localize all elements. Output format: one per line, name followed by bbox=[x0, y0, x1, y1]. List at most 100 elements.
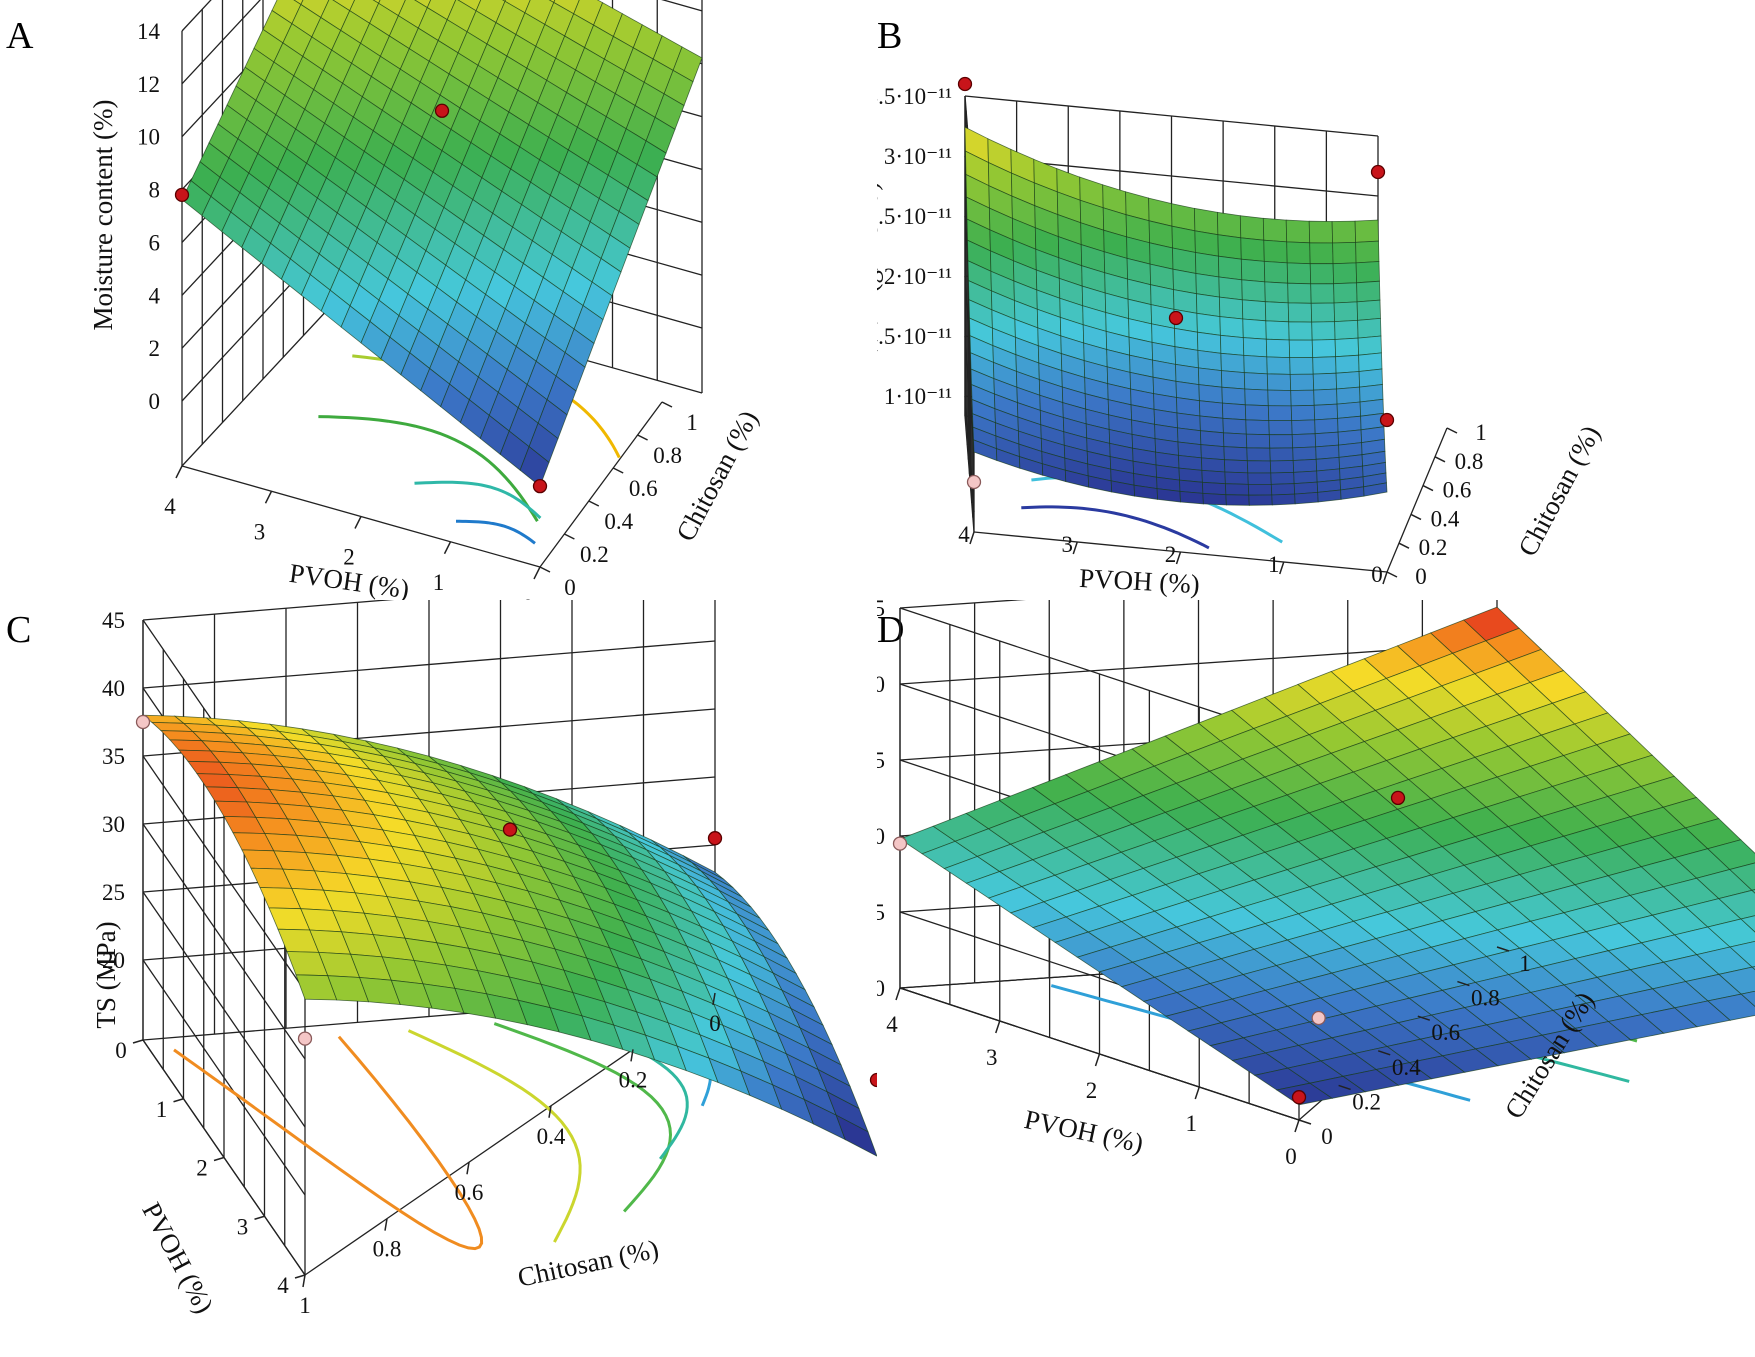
y-tick-mark bbox=[548, 1105, 552, 1118]
surface-cell bbox=[1287, 282, 1312, 304]
surface-cell bbox=[1241, 279, 1266, 303]
surface-cell bbox=[1216, 211, 1242, 239]
x-tick-mark bbox=[175, 465, 183, 479]
surface-cell bbox=[1355, 240, 1380, 264]
surface-cell bbox=[1223, 446, 1248, 462]
y-tick-label: 0.8 bbox=[1471, 986, 1500, 1011]
surface-cell bbox=[1218, 296, 1244, 320]
y-tick-label: 1 bbox=[1475, 420, 1487, 445]
z-tick-label: 30 bbox=[102, 812, 125, 837]
surface-cell bbox=[1751, 966, 1755, 971]
surface-cell bbox=[1239, 215, 1265, 241]
contour-line bbox=[493, 1022, 673, 1213]
surface-cell bbox=[1332, 262, 1358, 285]
surface-cell bbox=[1314, 417, 1339, 435]
surface-cell bbox=[1270, 471, 1295, 485]
surface-cell bbox=[1337, 415, 1362, 433]
design-point bbox=[707, 831, 723, 846]
surface-cell bbox=[835, 1114, 877, 1157]
surface-cell bbox=[1356, 280, 1381, 303]
surface-cell bbox=[1333, 282, 1358, 304]
surface-cell bbox=[1358, 368, 1383, 388]
y-tick-mark bbox=[1422, 484, 1434, 492]
floor-edge bbox=[181, 291, 345, 467]
surface-cell bbox=[1245, 433, 1271, 449]
x-tick-mark bbox=[533, 566, 541, 580]
z-tick-label: 10 bbox=[137, 125, 160, 150]
z-axis-label: WVP (g/m s Pa) bbox=[877, 182, 883, 359]
surface-cell bbox=[1291, 419, 1316, 436]
response-surface bbox=[181, 0, 703, 487]
surface-cell bbox=[1332, 241, 1357, 265]
surface-cell bbox=[1179, 490, 1204, 505]
surface-cell bbox=[1246, 447, 1271, 462]
z-axis-label: Moisture content (%) bbox=[88, 100, 118, 331]
y-tick-label: 0.8 bbox=[1455, 449, 1484, 474]
surface-cell bbox=[1331, 220, 1357, 244]
design-point bbox=[532, 478, 548, 494]
y-tick-label: 0.6 bbox=[629, 476, 658, 501]
surface-cell bbox=[1217, 234, 1242, 260]
surface-cell bbox=[1313, 388, 1338, 406]
x-tick-label: 2 bbox=[1165, 542, 1177, 567]
y-tick-label: 0.4 bbox=[1431, 506, 1460, 531]
x-tick-label: 1 bbox=[1268, 552, 1280, 577]
z-tick-label: 1.5·10⁻¹¹ bbox=[877, 324, 952, 349]
x-tick-label: 4 bbox=[958, 522, 970, 547]
surface-cell bbox=[1246, 460, 1272, 474]
x-tick-label: 1 bbox=[156, 1097, 168, 1122]
chart-d: 05101520254321000.20.40.60.81%E (%)PVOH … bbox=[877, 600, 1755, 1169]
x-axis-label: PVOH (%) bbox=[1078, 563, 1200, 599]
surface-cell bbox=[1291, 433, 1317, 449]
surface-cell bbox=[1287, 302, 1313, 323]
z-tick-label: 2·10⁻¹¹ bbox=[884, 264, 952, 289]
surface-cell bbox=[1263, 239, 1288, 264]
x-tick-label: 3 bbox=[254, 519, 266, 544]
y-tick-mark bbox=[1398, 542, 1410, 549]
surface-cell bbox=[1266, 356, 1291, 375]
x-tick-label: 2 bbox=[1086, 1078, 1098, 1103]
surface-cell bbox=[1240, 237, 1265, 262]
surface-cell bbox=[1244, 404, 1270, 422]
surface-cell bbox=[1315, 444, 1340, 460]
surface-cell bbox=[1286, 241, 1311, 265]
surface-cell bbox=[1289, 373, 1315, 391]
surface-cell bbox=[1285, 219, 1311, 244]
x-tick-label: 0 bbox=[522, 595, 534, 600]
surface-cell bbox=[1288, 321, 1313, 341]
z-tick-label: 8 bbox=[149, 178, 161, 203]
surface-cell bbox=[1270, 483, 1296, 496]
z-axis-label: TS (MPa) bbox=[91, 921, 121, 1028]
panel-letter: C bbox=[6, 609, 32, 651]
surface-cell bbox=[1267, 389, 1292, 407]
y-tick-label: 0.8 bbox=[653, 443, 682, 468]
x-tick-mark bbox=[1072, 541, 1078, 555]
surface-cell bbox=[1740, 990, 1755, 1007]
surface-cell bbox=[1243, 354, 1268, 375]
surface-cell bbox=[1268, 420, 1293, 436]
surface-cell bbox=[1312, 356, 1337, 375]
y-tick-label: 0.4 bbox=[537, 1124, 566, 1149]
x-tick-mark bbox=[1279, 561, 1285, 575]
surface-cell bbox=[1356, 299, 1381, 321]
x-tick-label: 1 bbox=[1186, 1111, 1198, 1136]
surface-cell bbox=[1248, 494, 1273, 506]
surface-cell bbox=[1196, 331, 1222, 354]
contour-line bbox=[1021, 505, 1210, 550]
y-tick-label: 0 bbox=[709, 1011, 721, 1036]
gridline bbox=[181, 0, 261, 85]
design-points bbox=[135, 714, 877, 1088]
surface-cell bbox=[1311, 339, 1337, 358]
x-tick-mark bbox=[254, 1215, 265, 1220]
surface-cell bbox=[1290, 389, 1315, 407]
y-tick-mark bbox=[1496, 946, 1510, 952]
x-tick-mark bbox=[1194, 1086, 1200, 1100]
surface-cell bbox=[1288, 339, 1314, 359]
y-tick-mark bbox=[712, 992, 716, 1006]
surface-cell bbox=[519, 446, 550, 487]
surface-cell bbox=[1240, 258, 1266, 283]
x-tick-mark bbox=[1175, 551, 1182, 565]
panel-letter: B bbox=[877, 15, 903, 57]
surface-cell bbox=[1358, 352, 1383, 372]
